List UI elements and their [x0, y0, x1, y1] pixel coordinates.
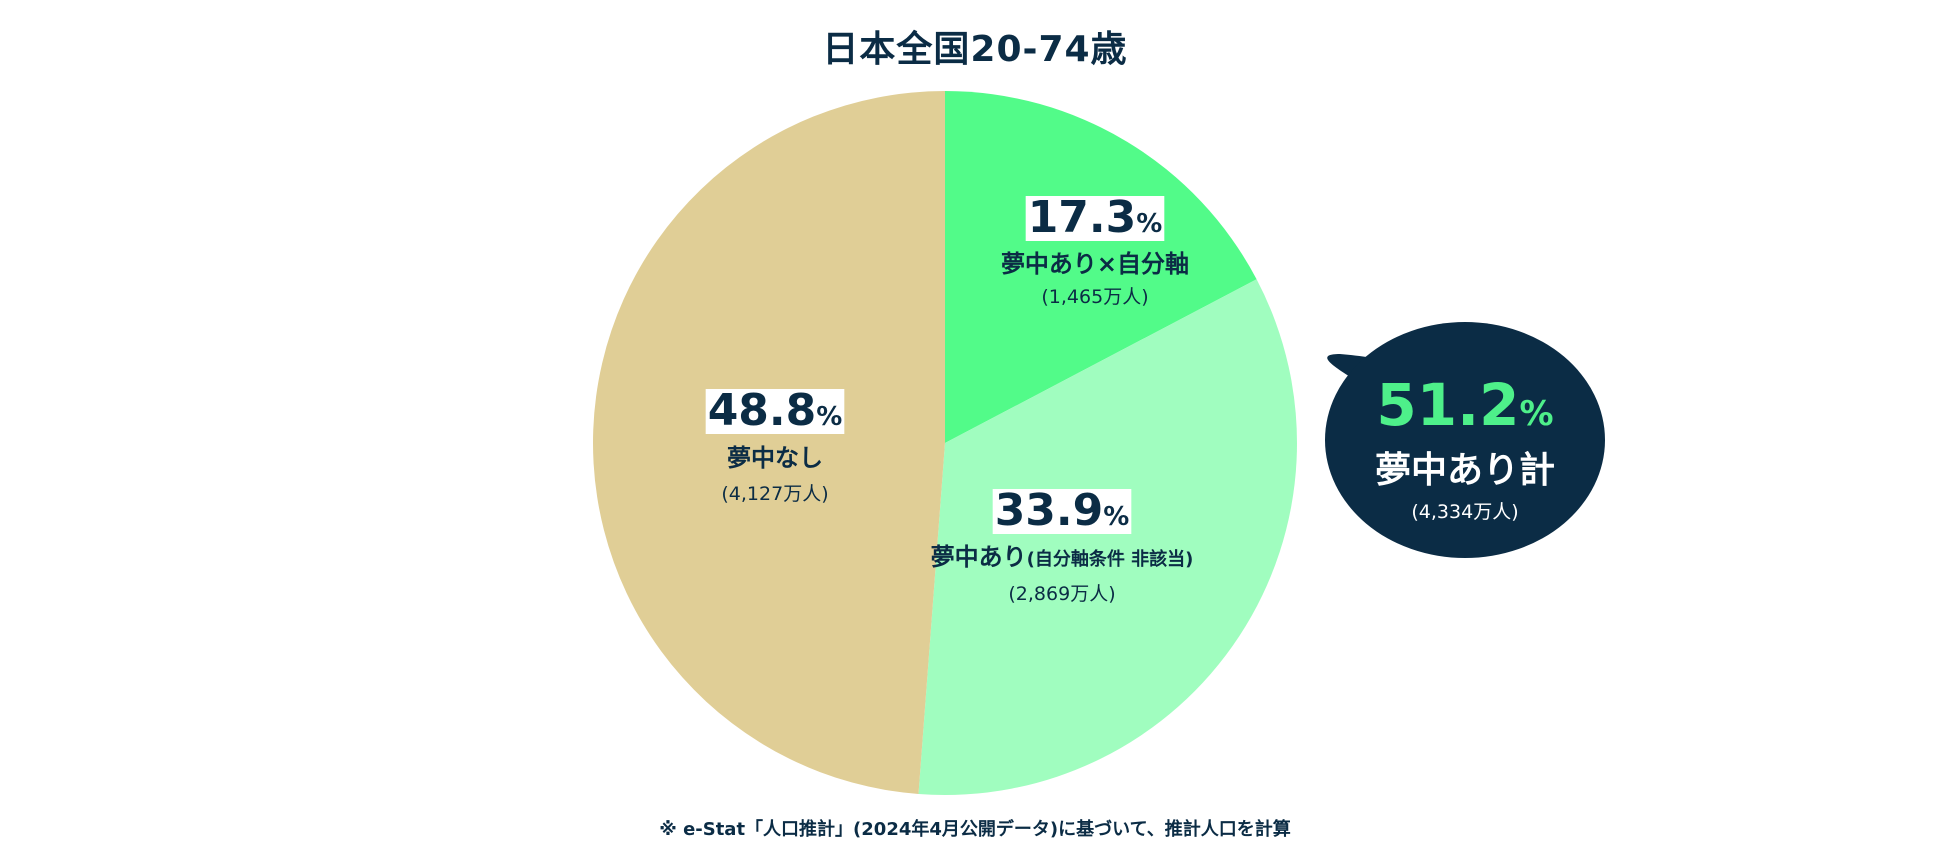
callout-percent: 51.2% [1376, 371, 1553, 439]
pie-slice-nashi [592, 91, 945, 794]
slice-name-ari: 夢中あり(自分軸条件 非該当) [931, 543, 1194, 571]
pie-slice-ari [918, 279, 1298, 796]
slice-percent-nashi: 48.8% [705, 385, 845, 436]
slice-name-nashi: 夢中なし [727, 444, 823, 472]
percent-label-background [705, 389, 845, 434]
slice-count-ari: (2,869万人) [1008, 583, 1115, 605]
percent-label-background [992, 489, 1132, 534]
pie-slice-jiku [945, 91, 1257, 443]
percent-label-background [1025, 196, 1165, 241]
slice-percent-ari: 33.9% [992, 485, 1132, 536]
callout-bubble [1325, 322, 1605, 558]
slice-percent-value: 33.9% [995, 485, 1130, 536]
footnote: ※ e-Stat「人口推計」(2024年4月公開データ)に基づいて、推計人口を計… [659, 819, 1291, 840]
slice-percent-value: 48.8% [708, 385, 843, 436]
slice-count-nashi: (4,127万人) [721, 483, 828, 505]
slice-percent-value: 17.3% [1028, 192, 1163, 243]
slice-count-jiku: (1,465万人) [1041, 286, 1148, 308]
slice-name-jiku: 夢中あり×自分軸 [1001, 250, 1189, 278]
chart-title: 日本全国20-74歳 [822, 29, 1128, 70]
callout-label: 夢中あり計 [1375, 450, 1555, 491]
slice-percent-jiku: 17.3% [1025, 192, 1165, 243]
callout-count: (4,334万人) [1411, 501, 1518, 523]
